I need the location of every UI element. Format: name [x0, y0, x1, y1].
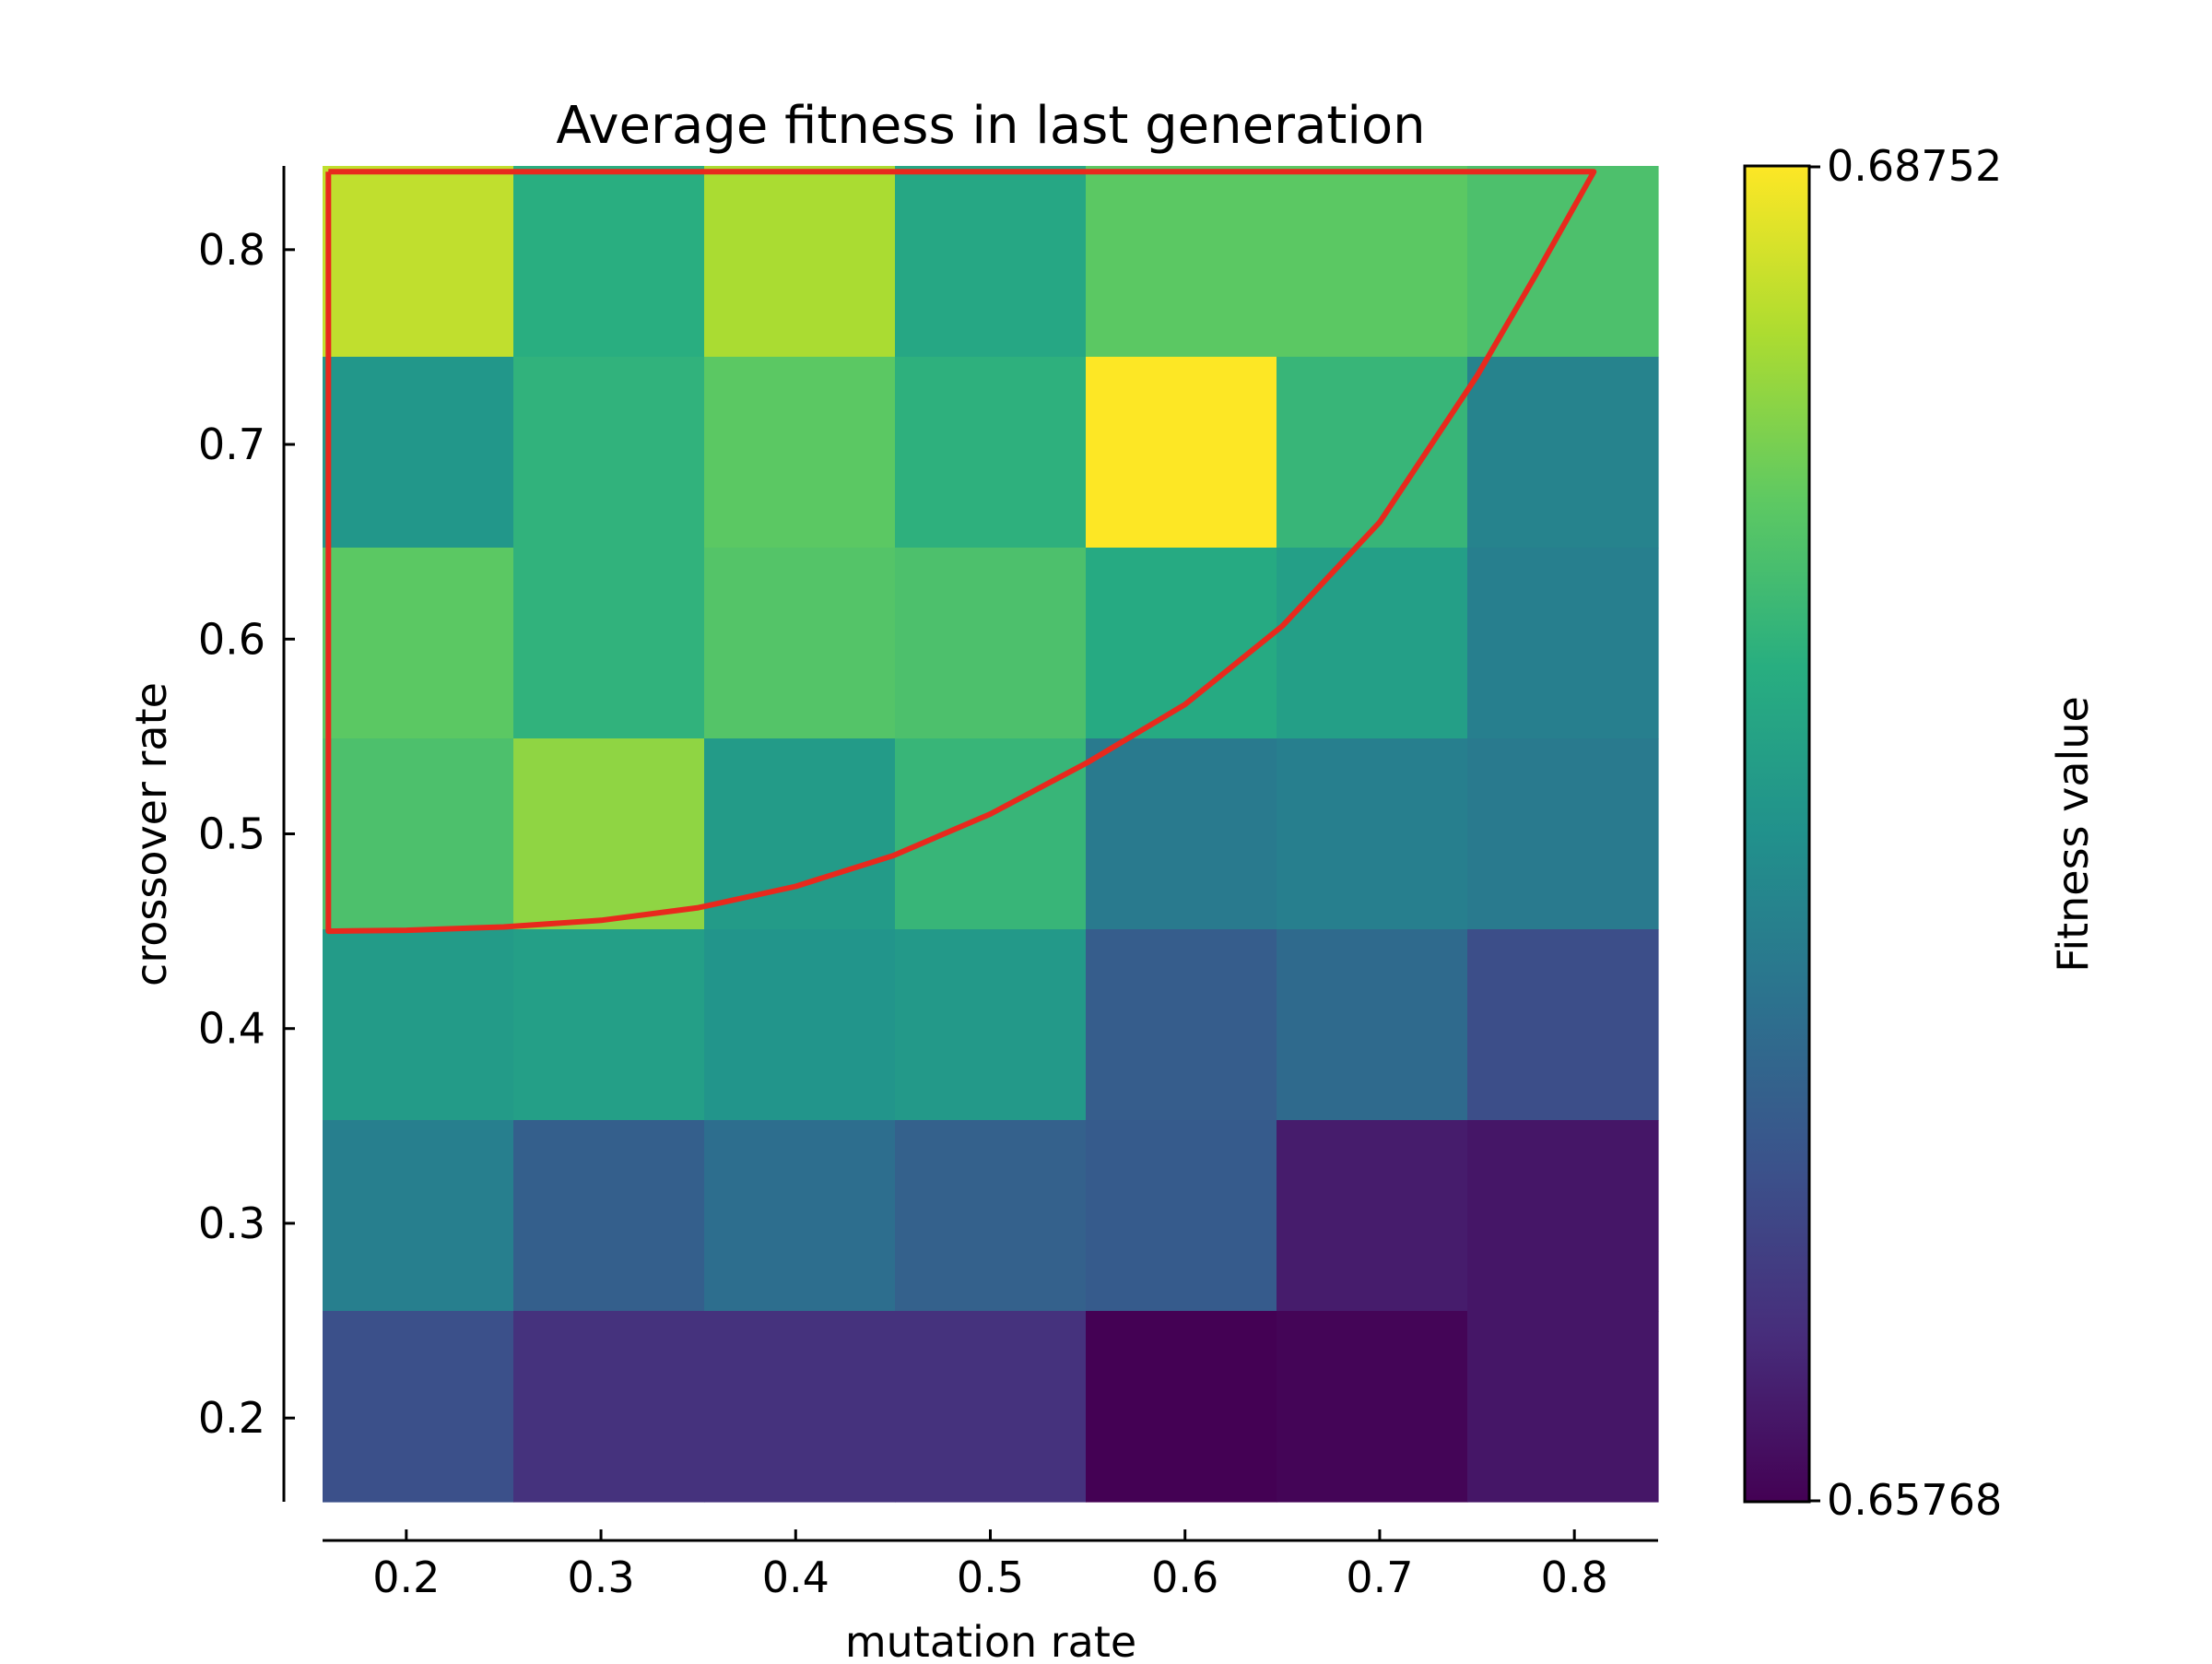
x-axis-label: mutation rate: [845, 1617, 1136, 1659]
heatmap-cell: [1467, 929, 1659, 1121]
heatmap-cell: [1467, 166, 1659, 358]
heatmap-cell: [1086, 166, 1277, 358]
heatmap-cell: [895, 929, 1087, 1121]
y-tick-label: 0.6: [198, 614, 265, 664]
x-tick-label: 0.3: [567, 1552, 634, 1602]
highlight-region-outline: [325, 169, 1597, 935]
heatmap-cell: [1277, 1311, 1468, 1503]
heatmap-cell: [1277, 1120, 1468, 1312]
heatmap-cell: [1277, 738, 1468, 930]
heatmap-cell: [1086, 738, 1277, 930]
y-tick-label: 0.4: [198, 1004, 265, 1054]
heatmap-cell: [895, 1311, 1087, 1503]
heatmap-cell: [704, 548, 896, 739]
heatmap-cell: [1277, 929, 1468, 1121]
x-axis-ticks: 0.2 0.3 0.4 0.5 0.6 0.7 0.8: [372, 1529, 1608, 1602]
heatmap-cell: [704, 357, 896, 549]
y-tick-label: 0.7: [198, 419, 265, 469]
heatmap-cell: [1277, 548, 1468, 739]
y-axis-label: crossover rate: [126, 682, 176, 986]
heatmap-cell: [895, 548, 1087, 739]
heatmap-cell: [323, 929, 514, 1121]
heatmap-cell: [513, 1120, 705, 1312]
heatmap-cell: [1467, 738, 1659, 930]
heatmap-cell: [704, 929, 896, 1121]
colorbar-min-label: 0.65768: [1827, 1475, 2002, 1525]
x-tick-label: 0.6: [1151, 1552, 1218, 1602]
heatmap-cells: [323, 166, 1659, 1503]
heatmap-cell: [513, 738, 705, 930]
x-tick-label: 0.7: [1346, 1552, 1413, 1602]
heatmap-cell: [323, 166, 514, 358]
y-tick-label: 0.8: [198, 225, 265, 275]
heatmap-cell: [704, 1311, 896, 1503]
heatmap-cell: [1086, 1120, 1277, 1312]
chart-title: Average fitness in last generation: [556, 96, 1425, 156]
x-tick-label: 0.2: [372, 1552, 440, 1602]
heatmap-cell: [1086, 929, 1277, 1121]
heatmap-cell: [323, 1311, 514, 1503]
x-tick-label: 0.5: [957, 1552, 1024, 1602]
y-tick-label: 0.3: [198, 1198, 265, 1248]
heatmap-cell: [895, 357, 1087, 549]
heatmap-cell: [513, 166, 705, 358]
heatmap-cell: [323, 548, 514, 739]
x-tick-label: 0.4: [762, 1552, 830, 1602]
y-tick-label: 0.2: [198, 1393, 265, 1443]
heatmap-cell: [704, 1120, 896, 1312]
heatmap-cell: [323, 738, 514, 930]
y-tick-label: 0.5: [198, 809, 265, 859]
heatmap-cell: [1467, 357, 1659, 549]
heatmap-cell: [513, 548, 705, 739]
heatmap-cell: [1277, 357, 1468, 549]
heatmap-cell: [1086, 357, 1277, 549]
heatmap-cell: [1086, 548, 1277, 739]
colorbar: [1743, 164, 1811, 1504]
heatmap-cell: [704, 166, 896, 358]
heatmap-cell: [895, 166, 1087, 358]
heatmap-cell: [513, 1311, 705, 1503]
heatmap-cell: [323, 357, 514, 549]
heatmap-cell: [323, 1120, 514, 1312]
heatmap-cell: [895, 738, 1087, 930]
heatmap-cell: [1467, 548, 1659, 739]
heatmap-cell: [1467, 1311, 1659, 1503]
heatmap-cell: [513, 929, 705, 1121]
heatmap-cell: [895, 1120, 1087, 1312]
colorbar-max-label: 0.68752: [1827, 141, 2002, 191]
heatmap-cell: [1086, 1311, 1277, 1503]
x-tick-label: 0.8: [1541, 1552, 1608, 1602]
heatmap-cell: [513, 357, 705, 549]
heatmap-cell: [1277, 166, 1468, 358]
heatmap-cell: [1467, 1120, 1659, 1312]
colorbar-label: Fitness value: [2048, 696, 2098, 973]
y-axis-ticks: 0.8 0.7 0.6 0.5 0.4 0.3 0.2: [198, 225, 295, 1443]
